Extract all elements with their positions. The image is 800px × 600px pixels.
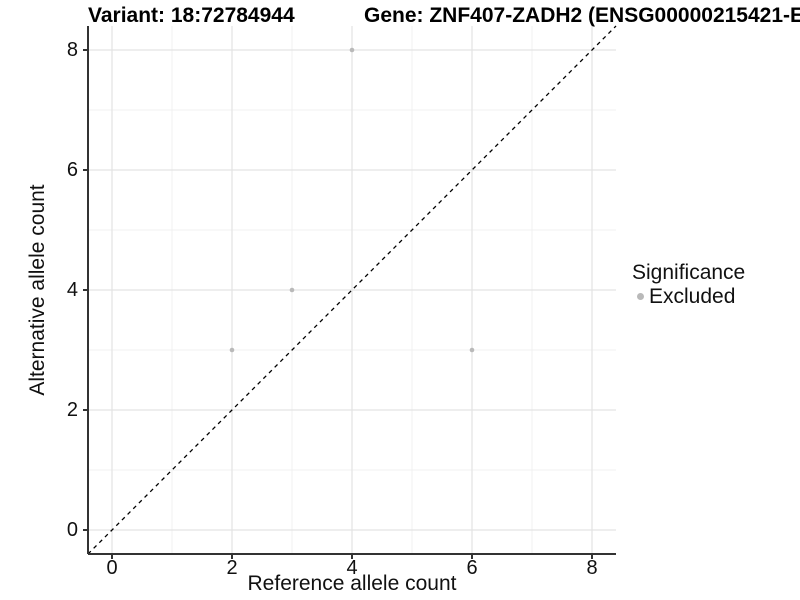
legend-point-swatch — [637, 293, 644, 300]
x-tick-label-2: 2 — [226, 557, 238, 579]
data-point-excluded — [289, 287, 295, 293]
y-tick-label-4: 4 — [66, 279, 78, 301]
y-tick-label-8: 8 — [66, 39, 78, 61]
y-tick-label-6: 6 — [66, 159, 78, 181]
legend-item-excluded: Excluded — [630, 285, 745, 308]
x-tick-label-4: 4 — [346, 557, 358, 579]
x-tick-label-0: 0 — [106, 557, 118, 579]
legend: Significance Excluded — [630, 261, 745, 308]
x-tick-label-8: 8 — [586, 557, 598, 579]
legend-title: Significance — [632, 261, 746, 284]
x-tick-label-6: 6 — [466, 557, 478, 579]
y-axis-title: Alternative allele count — [26, 184, 49, 396]
data-point-excluded — [229, 347, 235, 353]
x-axis-title: Reference allele count — [247, 572, 457, 595]
data-point-excluded — [349, 47, 355, 53]
plot-title-gene: Gene: ZNF407-ZADH2 (ENSG00000215421-EN — [364, 4, 800, 27]
legend-item-label: Excluded — [649, 285, 736, 308]
y-tick-label-2: 2 — [66, 399, 78, 421]
plot-title-variant: Variant: 18:72784944 — [88, 4, 295, 27]
data-point-excluded — [469, 347, 475, 353]
y-tick-label-0: 0 — [66, 519, 78, 541]
